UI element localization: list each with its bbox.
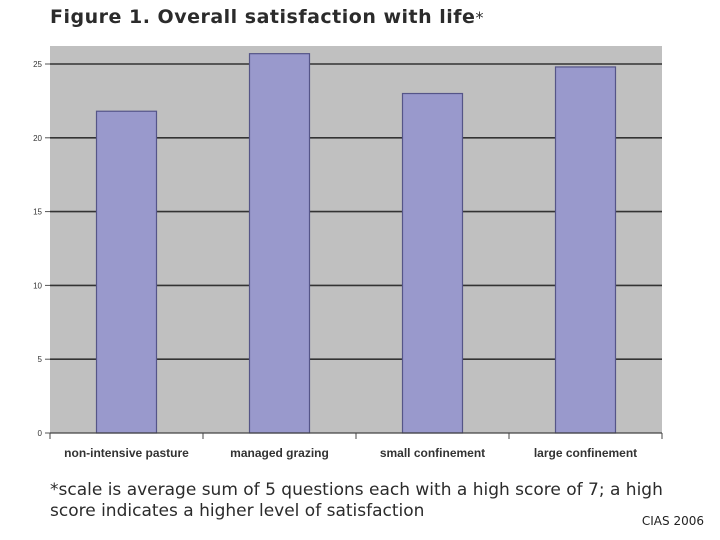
bar-small-confinement	[401, 92, 464, 434]
x-tick-label: non-intensive pasture	[64, 446, 189, 460]
y-axis-ticks: 0 5 10 15 20 25	[33, 60, 50, 438]
y-tick-label: 25	[33, 60, 42, 69]
y-tick-label: 0	[38, 429, 43, 438]
y-tick-label: 5	[38, 355, 43, 364]
credit-text: CIAS 2006	[641, 514, 704, 528]
x-tick-label: small confinement	[380, 446, 485, 460]
x-axis-labels: non-intensive pasture managed grazing smal…	[64, 446, 637, 460]
x-tick-label: large confinement	[534, 446, 637, 460]
bar-managed-grazing	[248, 53, 311, 434]
x-tick-label: managed grazing	[230, 446, 329, 460]
bars	[95, 53, 617, 434]
chart-title-text: Figure 1. Overall satisfaction with life	[50, 6, 476, 28]
y-tick-label: 20	[33, 134, 42, 143]
footnote: *scale is average sum of 5 questions eac…	[50, 480, 663, 521]
chart-title-asterisk: *	[475, 8, 484, 27]
x-axis	[49, 432, 663, 439]
bar-non-intensive-pasture	[95, 110, 158, 434]
bar-large-confinement	[554, 66, 617, 434]
chart-title: Figure 1. Overall satisfaction with life…	[50, 6, 484, 28]
y-tick-label: 15	[33, 208, 42, 217]
y-tick-label: 10	[33, 281, 42, 290]
